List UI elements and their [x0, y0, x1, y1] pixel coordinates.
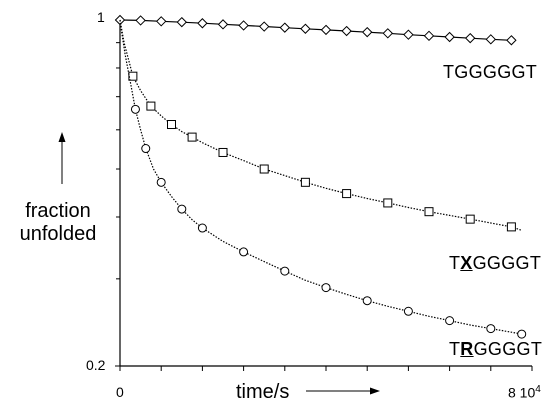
series-1-marker-16 — [342, 189, 352, 199]
series-1-marker-18 — [383, 198, 393, 208]
series-0-marker-14 — [403, 29, 414, 40]
series-0-marker-19 — [506, 35, 517, 46]
series-0-marker-2 — [155, 16, 167, 27]
y-arrow-head — [58, 132, 66, 142]
series-0-marker-16 — [444, 31, 455, 43]
series-1-marker-14 — [300, 177, 310, 187]
series-0-marker-7 — [258, 21, 270, 32]
y-axis-label-line2: unfolded — [19, 223, 97, 245]
series-1-marker-8 — [187, 132, 197, 142]
series-2-marker-10 — [177, 204, 187, 214]
series-0-marker-5 — [217, 19, 229, 30]
series-2-marker-12 — [197, 223, 207, 233]
series-0-marker-17 — [464, 32, 476, 44]
series-1 — [119, 19, 522, 232]
series-label-txggggt: TXGGGGT — [449, 253, 542, 273]
series-2-marker-8 — [156, 177, 166, 187]
x-arrow-head — [370, 387, 380, 395]
series-0-marker-12 — [361, 26, 373, 38]
series-1-marker-20 — [424, 207, 434, 217]
series-2 — [119, 19, 527, 339]
series-0-marker-4 — [197, 18, 208, 29]
series-1-marker-12 — [259, 164, 269, 174]
series-2-marker-20 — [362, 296, 372, 306]
series-1-marker-22 — [465, 214, 475, 224]
series-0-marker-1 — [135, 15, 146, 26]
series-0 — [114, 14, 517, 46]
series-0-marker-9 — [300, 23, 311, 34]
series-0-marker-18 — [485, 34, 497, 45]
series-0-marker-13 — [382, 28, 394, 39]
series-label-tggggggt: TGGGGGT — [443, 62, 538, 82]
series-0-marker-10 — [320, 24, 332, 36]
y-axis-label-line1: fraction — [25, 200, 91, 222]
series-1-marker-10 — [218, 147, 228, 157]
series-0-marker-11 — [341, 25, 352, 37]
series-0-marker-3 — [176, 16, 188, 28]
x-tick-label-max-exponent: 4 — [535, 384, 541, 395]
series-label-trggggt: TRGGGGT — [449, 339, 543, 359]
series-2-marker-18 — [321, 283, 331, 293]
x-tick-label-zero: 0 — [116, 384, 124, 400]
axes — [115, 19, 533, 371]
series-2-marker-24 — [445, 316, 455, 326]
x-axis-label: time/s — [236, 381, 290, 403]
axis-arrows — [58, 132, 380, 395]
series-2-marker-4 — [130, 104, 140, 114]
series-2-marker-28 — [517, 329, 527, 339]
series-2-marker-16 — [280, 266, 290, 276]
series-0-marker-15 — [423, 30, 435, 42]
series-1-marker-4 — [146, 101, 156, 111]
series-1-line — [119, 19, 522, 231]
y-tick-label-bottom: 0.2 — [86, 357, 106, 373]
series-1-marker-6 — [167, 120, 176, 130]
y-tick-label-top: 1 — [97, 9, 105, 25]
series-2-marker-22 — [403, 306, 413, 316]
series-1-marker-2 — [128, 71, 138, 81]
series-0-marker-6 — [238, 20, 249, 31]
series-0-marker-8 — [279, 22, 291, 33]
series-1-marker-24 — [506, 222, 516, 232]
series-2-marker-6 — [141, 144, 151, 154]
series-layer — [114, 14, 527, 339]
series-2-marker-14 — [239, 247, 249, 257]
y-axis-label: fraction unfolded — [4, 200, 112, 246]
series-2-marker-26 — [486, 324, 496, 334]
x-tick-label-max: 8 104 — [508, 384, 541, 401]
x-tick-label-max-mantissa: 8 10 — [508, 384, 536, 401]
